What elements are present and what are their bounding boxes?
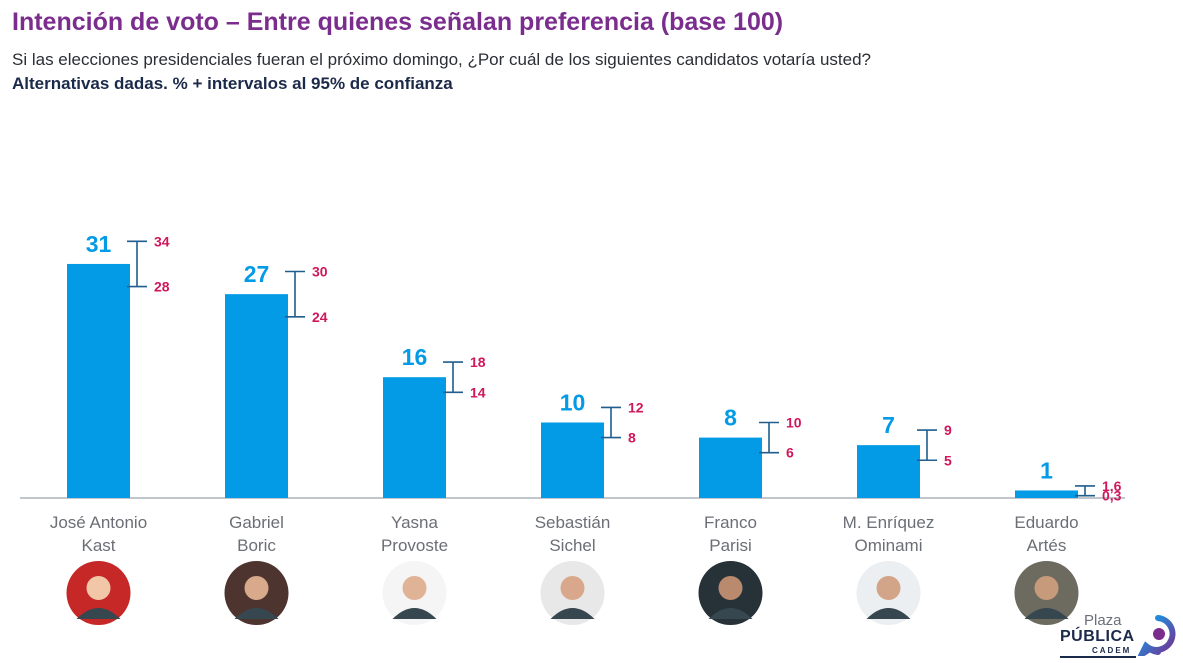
- candidate-avatar-body-4: [708, 608, 753, 619]
- logo-swirl-icon: [1138, 615, 1176, 656]
- ci-low-label-1: 24: [312, 309, 328, 325]
- logo-plaza-text: Plaza: [1084, 612, 1122, 629]
- ci-high-label-6: 1,6: [1102, 478, 1122, 494]
- candidate-avatar-body-1: [234, 608, 279, 619]
- ci-high-label-2: 18: [470, 354, 486, 370]
- category-label-line1-5: M. Enríquez: [843, 513, 935, 532]
- category-label-line2-1: Boric: [237, 536, 276, 555]
- ci-high-label-5: 9: [944, 422, 952, 438]
- bar-1: [225, 294, 288, 498]
- ci-low-label-3: 8: [628, 430, 636, 446]
- candidate-avatar-face-4: [718, 576, 743, 600]
- ci-high-label-3: 12: [628, 399, 644, 415]
- category-label-line1-6: Eduardo: [1014, 513, 1078, 532]
- value-label-6: 1: [1040, 457, 1053, 483]
- category-label-line1-3: Sebastián: [535, 513, 611, 532]
- ci-low-label-4: 6: [786, 445, 794, 461]
- ci-high-label-0: 34: [154, 233, 170, 249]
- category-label-line1-1: Gabriel: [229, 513, 284, 532]
- ci-low-label-6: 0,3: [1102, 488, 1122, 504]
- category-label-line2-0: Kast: [81, 536, 115, 555]
- category-label-line1-2: Yasna: [391, 513, 438, 532]
- value-label-2: 16: [402, 344, 428, 370]
- value-label-3: 10: [560, 390, 586, 416]
- ci-low-label-2: 14: [470, 384, 486, 400]
- value-label-5: 7: [882, 412, 895, 438]
- candidate-avatar-face-3: [560, 576, 585, 600]
- bar-2: [383, 377, 446, 498]
- chart-note: Alternativas dadas. % + intervalos al 95…: [12, 74, 453, 93]
- chart-title: Intención de voto – Entre quienes señala…: [12, 8, 784, 36]
- ci-low-label-0: 28: [154, 279, 170, 295]
- category-label-line2-6: Artés: [1027, 536, 1067, 555]
- candidate-avatar-body-3: [550, 608, 595, 619]
- ci-low-label-5: 5: [944, 452, 952, 468]
- value-label-1: 27: [244, 261, 270, 287]
- category-label-line2-2: Provoste: [381, 536, 448, 555]
- candidate-avatar-body-0: [76, 608, 121, 619]
- bar-5: [857, 445, 920, 498]
- bar-0: [67, 263, 130, 498]
- category-label-line1-4: Franco: [704, 513, 757, 532]
- ci-high-label-4: 10: [786, 415, 802, 431]
- candidate-avatar-face-1: [244, 576, 269, 600]
- bar-6: [1015, 490, 1078, 498]
- category-label-line2-5: Ominami: [854, 536, 922, 555]
- candidate-avatar-face-6: [1034, 576, 1059, 600]
- candidate-avatar-body-2: [392, 608, 437, 619]
- plaza-publica-cadem-logo: Plaza PÚBLICA CADEM: [1058, 612, 1178, 660]
- candidate-avatar-face-0: [86, 576, 111, 600]
- category-label-line1-0: José Antonio: [50, 513, 147, 532]
- bar-3: [541, 422, 604, 498]
- ci-high-label-1: 30: [312, 264, 328, 280]
- value-label-4: 8: [724, 405, 737, 431]
- logo-underline: [1060, 656, 1136, 658]
- candidate-avatar-body-5: [866, 608, 911, 619]
- logo-cadem-text: CADEM: [1092, 646, 1132, 655]
- candidate-avatar-face-5: [876, 576, 901, 600]
- candidate-avatar-face-2: [402, 576, 427, 600]
- bar-4: [699, 437, 762, 498]
- candidate-avatar-body-6: [1024, 608, 1069, 619]
- category-label-line2-3: Sichel: [549, 536, 595, 555]
- category-label-line2-4: Parisi: [709, 536, 752, 555]
- chart-subtitle: Si las elecciones presidenciales fueran …: [12, 50, 871, 69]
- value-label-0: 31: [86, 231, 112, 257]
- logo-publica-text: PÚBLICA: [1060, 628, 1135, 645]
